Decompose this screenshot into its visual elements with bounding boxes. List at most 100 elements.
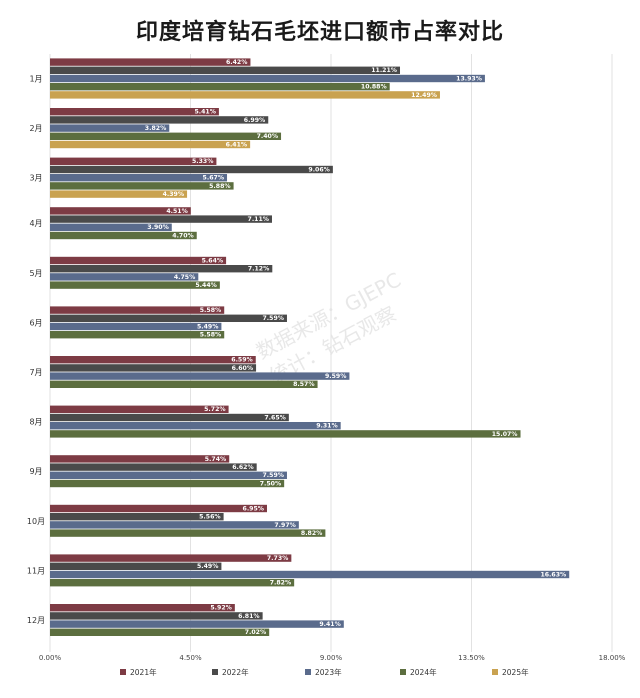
bar-2024年	[50, 479, 285, 488]
bar-2024年	[50, 380, 318, 388]
legend-swatch	[212, 669, 218, 675]
data-label: 7.12%	[248, 266, 269, 273]
bar-2022年	[50, 66, 401, 74]
data-label: 5.41%	[194, 109, 215, 116]
bar-2022年	[50, 612, 263, 620]
data-label: 12.49%	[411, 92, 437, 99]
data-label: 5.56%	[199, 514, 220, 521]
data-label: 9.31%	[316, 423, 337, 430]
bar-2022年	[50, 116, 269, 124]
bar-2024年	[50, 231, 197, 240]
bar-2021年	[50, 455, 230, 463]
bar-2023年	[50, 521, 299, 529]
bar-2024年	[50, 628, 270, 636]
bar-2022年	[50, 165, 333, 174]
data-label: 7.02%	[245, 629, 266, 636]
bar-2022年	[50, 513, 224, 521]
bar-2024年	[50, 331, 225, 339]
data-label: 7.59%	[263, 315, 284, 322]
data-label: 4.70%	[172, 232, 193, 239]
data-label: 5.64%	[202, 257, 223, 264]
legend-label: 2023年	[315, 667, 342, 677]
legend-swatch	[305, 669, 311, 675]
data-label: 9.41%	[319, 621, 340, 628]
bar-2024年	[50, 579, 295, 587]
data-label: 5.74%	[205, 456, 226, 463]
data-label: 5.67%	[203, 175, 224, 182]
bar-2021年	[50, 554, 292, 562]
bar-2021年	[50, 405, 229, 413]
bar-2022年	[50, 265, 273, 273]
data-label: 3.82%	[145, 125, 166, 132]
data-label: 6.42%	[226, 59, 247, 66]
data-label: 6.60%	[232, 365, 253, 372]
data-label: 5.58%	[200, 332, 221, 339]
bar-2024年	[50, 182, 234, 190]
data-label: 7.40%	[257, 133, 278, 140]
category-label: 10月	[27, 517, 45, 526]
bar-2023年	[50, 322, 222, 331]
data-label: 5.44%	[195, 282, 216, 289]
data-label: 6.99%	[244, 117, 265, 124]
category-label: 9月	[29, 467, 42, 476]
data-label: 10.88%	[361, 84, 387, 91]
bar-2023年	[50, 372, 350, 380]
category-label: 11月	[27, 566, 45, 575]
data-label: 6.81%	[238, 613, 259, 620]
category-label: 7月	[29, 368, 42, 377]
bar-2021年	[50, 256, 227, 265]
bar-2023年	[50, 223, 172, 231]
bar-2023年	[50, 620, 344, 628]
category-label: 5月	[29, 269, 42, 278]
category-label: 6月	[29, 318, 42, 327]
x-tick-label: 0.00%	[39, 654, 62, 662]
data-label: 7.73%	[267, 555, 288, 562]
data-label: 4.39%	[163, 191, 184, 198]
chart-title: 印度培育钻石毛坯进口额市占率对比	[135, 20, 504, 45]
data-label: 9.06%	[308, 166, 329, 173]
bar-2021年	[50, 207, 191, 215]
data-label: 7.59%	[263, 472, 284, 479]
category-label: 4月	[29, 219, 42, 228]
bar-2023年	[50, 174, 228, 182]
bar-2025年	[50, 190, 188, 198]
category-label: 8月	[29, 418, 42, 427]
bar-2022年	[50, 314, 287, 322]
bar-2021年	[50, 157, 217, 165]
bar-2022年	[50, 215, 272, 223]
x-tick-label: 4.50%	[179, 654, 202, 662]
bar-2022年	[50, 463, 257, 471]
bar-2021年	[50, 108, 219, 116]
data-label: 7.11%	[248, 216, 269, 223]
data-label: 3.90%	[147, 224, 168, 231]
category-label: 3月	[29, 174, 42, 183]
x-tick-label: 9.00%	[320, 654, 343, 662]
bar-2024年	[50, 430, 521, 438]
x-tick-label: 18.00%	[599, 654, 626, 662]
x-tick-label: 13.50%	[458, 654, 485, 662]
bar-2024年	[50, 132, 282, 140]
bar-2024年	[50, 529, 326, 537]
data-label: 7.97%	[274, 522, 295, 529]
data-label: 7.65%	[264, 414, 285, 421]
legend-label: 2025年	[502, 667, 529, 677]
bar-2023年	[50, 422, 341, 430]
bar-2022年	[50, 364, 257, 372]
data-label: 5.49%	[197, 323, 218, 330]
data-label: 5.33%	[192, 158, 213, 165]
bar-2022年	[50, 562, 222, 570]
data-label: 5.58%	[200, 307, 221, 314]
legend-swatch	[120, 669, 126, 675]
data-label: 7.82%	[270, 580, 291, 587]
bar-2023年	[50, 74, 485, 83]
data-label: 5.92%	[210, 605, 231, 612]
bar-2024年	[50, 83, 390, 91]
category-label: 12月	[27, 616, 45, 625]
data-label: 5.88%	[209, 183, 230, 190]
data-label: 5.49%	[197, 563, 218, 570]
legend-label: 2022年	[222, 667, 249, 677]
data-label: 6.41%	[226, 141, 247, 148]
bar-2021年	[50, 504, 267, 513]
data-label: 6.62%	[232, 464, 253, 471]
